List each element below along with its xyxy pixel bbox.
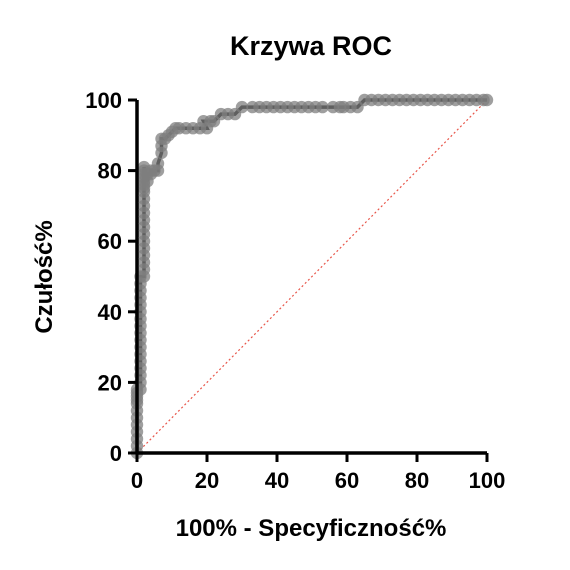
x-axis-ticks: 0 20 40 60 80 100 (131, 453, 505, 493)
roc-point (151, 157, 165, 170)
roc-points (130, 93, 494, 460)
y-axis-label: Czułość% (31, 220, 58, 333)
x-tick-label: 80 (405, 468, 429, 493)
y-tick-label: 20 (98, 370, 122, 395)
y-tick-label: 80 (98, 159, 122, 184)
x-tick-label: 60 (335, 468, 359, 493)
axes: 0 20 40 60 80 100 0 20 40 60 80 100 (85, 88, 505, 493)
x-tick-label: 100 (469, 468, 506, 493)
y-tick-label: 0 (110, 441, 122, 466)
x-tick-label: 40 (265, 468, 289, 493)
x-tick-label: 0 (131, 468, 143, 493)
roc-point (235, 100, 249, 114)
roc-point (316, 100, 329, 114)
x-axis-label: 100% - Specyficzność% (176, 515, 447, 542)
plot-area (130, 93, 494, 460)
chart-title: Krzywa ROC (230, 31, 392, 61)
x-tick-label: 20 (195, 468, 219, 493)
y-tick-label: 60 (98, 229, 122, 254)
roc-point (480, 93, 494, 107)
y-axis-ticks: 0 20 40 60 80 100 (85, 88, 137, 466)
reference-diagonal-line (136, 99, 488, 454)
y-tick-label: 100 (85, 88, 122, 113)
y-tick-label: 40 (98, 300, 122, 325)
